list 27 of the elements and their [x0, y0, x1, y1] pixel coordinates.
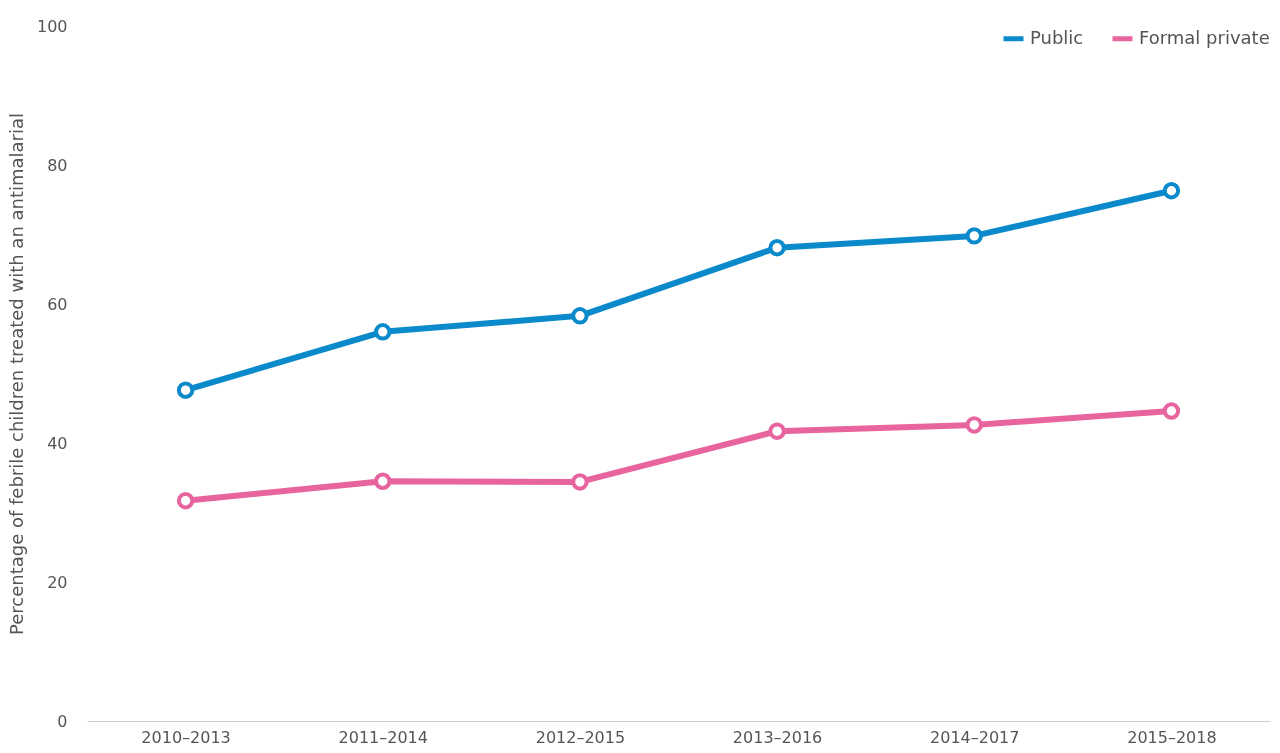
- point: [965, 227, 983, 245]
- y-axis-title: Percentage of febrile children treated with an antimalarial: [5, 112, 27, 636]
- legend-label: Public: [1030, 26, 1084, 48]
- x-tick-label: 2011–2014: [338, 727, 428, 747]
- point: [965, 416, 983, 434]
- y-tick-label: 80: [47, 155, 68, 175]
- point: [1162, 402, 1181, 420]
- x-tick-label: 2015–2018: [1127, 727, 1217, 747]
- point: [768, 239, 786, 257]
- point: [571, 473, 589, 491]
- y-tick-label: 0: [57, 711, 68, 731]
- x-tick-label: 2013–2016: [732, 727, 823, 747]
- y-tick-label: 40: [47, 433, 68, 453]
- point: [176, 381, 195, 399]
- point: [374, 323, 392, 341]
- point: [1162, 182, 1181, 200]
- x-tick-label: 2010–2013: [141, 727, 231, 747]
- x-tick-label: 2012–2015: [535, 727, 626, 747]
- point: [571, 307, 589, 325]
- x-tick-label: 2014–2017: [930, 727, 1020, 747]
- y-tick-label: 60: [47, 294, 68, 314]
- point: [374, 472, 392, 490]
- point: [176, 491, 195, 510]
- y-tick-label: 100: [36, 16, 68, 36]
- point: [768, 422, 786, 440]
- legend-label: Formal private: [1139, 26, 1270, 48]
- y-tick-label: 20: [47, 572, 68, 592]
